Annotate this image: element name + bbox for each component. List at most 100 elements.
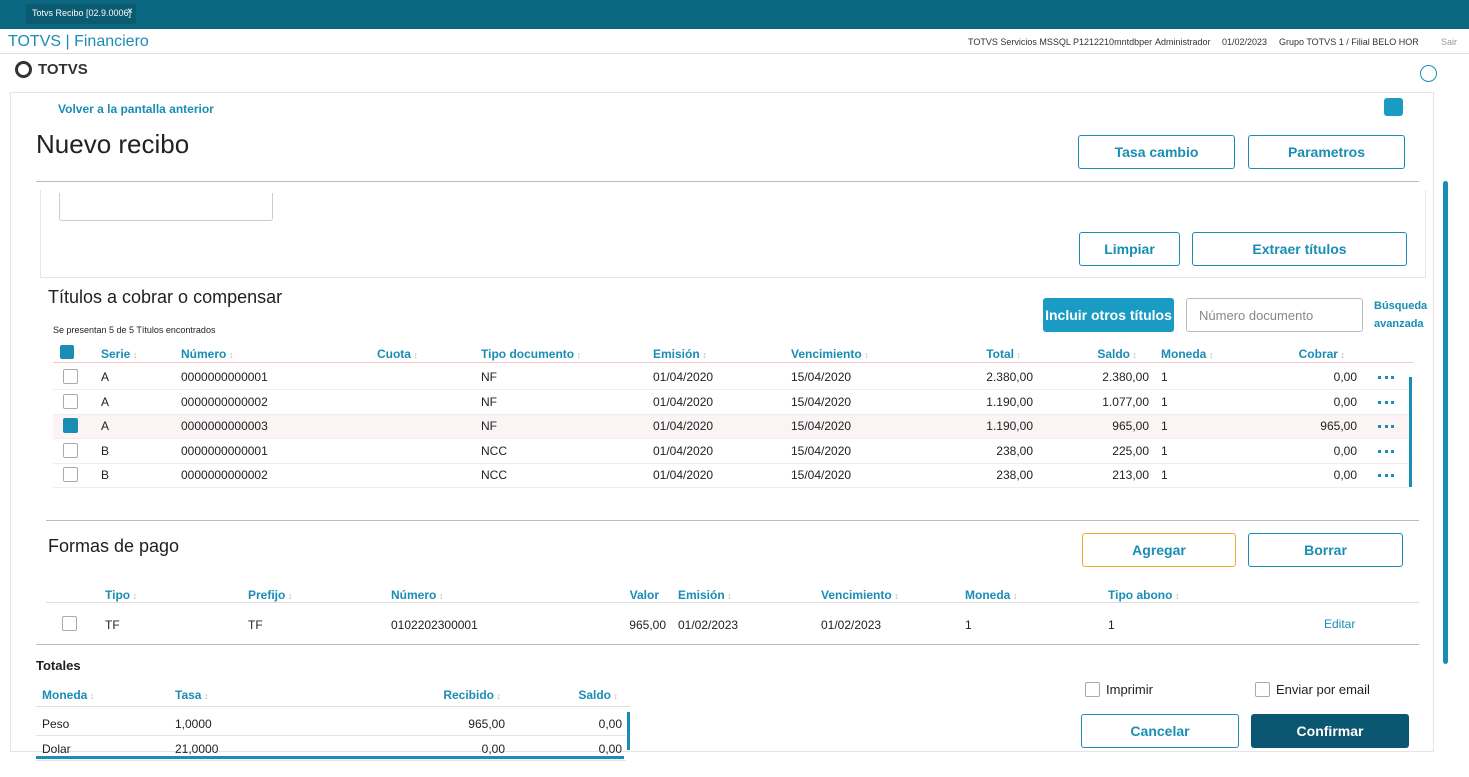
cell: 965,00: [468, 717, 505, 731]
tab-title: Totvs Recibo [02.9.0006]: [32, 8, 132, 18]
confirm-button[interactable]: Confirmar: [1251, 714, 1409, 748]
advanced-search[interactable]: avanzada: [1374, 318, 1424, 330]
column-header[interactable]: Moneda: [965, 588, 1017, 602]
action-button[interactable]: Tasa cambio: [1078, 135, 1235, 169]
cell: 2.380,00: [986, 370, 1033, 384]
column-header[interactable]: Serie: [101, 347, 137, 361]
cell: Dolar: [42, 742, 71, 756]
advanced-search[interactable]: Búsqueda: [1374, 300, 1428, 312]
column-header[interactable]: Emisión: [653, 347, 707, 361]
column-header[interactable]: Moneda: [1161, 347, 1213, 361]
column-header[interactable]: Tipo: [105, 588, 137, 602]
cell: NCC: [481, 443, 507, 458]
app-title: TOTVS | Financiero: [8, 33, 149, 50]
option-label[interactable]: Enviar por email: [1276, 682, 1370, 697]
user-icon[interactable]: [1420, 65, 1437, 82]
row-menu[interactable]: [1378, 365, 1394, 379]
column-header[interactable]: Número: [391, 588, 443, 602]
cell: 15/04/2020: [791, 370, 852, 384]
logo: TOTVS: [38, 61, 88, 78]
result-count: Se presentan 5 de 5 Títulos encontrados: [53, 325, 216, 335]
row: [53, 366, 1409, 390]
row-checkbox[interactable]: [63, 467, 78, 482]
cell: 965,00: [629, 618, 666, 632]
cell: 0,00: [598, 742, 622, 756]
cell: 0,00: [1333, 370, 1357, 384]
divider: [36, 644, 1419, 645]
section-title: Títulos a cobrar o compensar: [48, 287, 283, 307]
cell: 15/04/2020: [791, 394, 852, 409]
row: [53, 391, 1409, 415]
header-line: [36, 706, 630, 707]
column-header[interactable]: Cuota: [377, 347, 418, 361]
column-header[interactable]: Valor: [629, 588, 659, 602]
add-button[interactable]: Agregar: [1082, 533, 1236, 567]
delete-button[interactable]: Borrar: [1248, 533, 1403, 567]
tab-close[interactable]: ×: [127, 6, 133, 17]
cancel-button[interactable]: Cancelar: [1081, 714, 1239, 748]
column-header[interactable]: Tipo documento: [481, 347, 581, 361]
app-info: Grupo TOTVS 1 / Filial BELO HOR: [1279, 37, 1419, 47]
app-info: TOTVS Servicios MSSQL P1212210mntdbper: [968, 37, 1153, 47]
column-header[interactable]: Vencimiento: [821, 588, 899, 602]
row-menu[interactable]: [1378, 439, 1394, 453]
cell: 0,00: [1333, 443, 1357, 458]
row-checkbox[interactable]: [63, 369, 78, 384]
cell: 01/02/2023: [678, 618, 739, 632]
row-checkbox[interactable]: [63, 442, 78, 458]
cell: 0,00: [481, 742, 505, 756]
cell: 0102202300001: [391, 618, 478, 632]
app-bar: [0, 29, 1469, 54]
option-checkbox[interactable]: [1255, 682, 1270, 697]
row-checkbox[interactable]: [62, 616, 77, 631]
column-header[interactable]: Saldo: [1097, 347, 1137, 361]
row-menu[interactable]: [1378, 463, 1394, 477]
cell: 01/02/2023: [821, 618, 882, 632]
column-header[interactable]: Moneda: [42, 688, 94, 702]
row-menu[interactable]: [1378, 390, 1394, 404]
option-label[interactable]: Imprimir: [1106, 682, 1153, 697]
search-input[interactable]: Número documento: [1186, 298, 1363, 332]
column-header[interactable]: Recibido: [443, 688, 501, 702]
cell: 21,0000: [175, 742, 219, 756]
action-button[interactable]: Parametros: [1248, 135, 1405, 169]
cell: 15/04/2020: [791, 443, 852, 458]
header-checkbox[interactable]: [60, 345, 74, 359]
edit-link[interactable]: Editar: [1324, 617, 1356, 631]
column-header[interactable]: Vencimiento: [791, 347, 869, 361]
column-header[interactable]: Número: [181, 347, 233, 361]
row: [53, 440, 1409, 464]
include-button[interactable]: Incluir otros títulos: [1043, 298, 1174, 332]
cell: A: [101, 370, 110, 384]
cell: A: [101, 419, 110, 433]
menu-icon[interactable]: [1384, 98, 1403, 116]
column-header[interactable]: Total: [986, 347, 1021, 361]
page-title: Nuevo recibo: [36, 129, 190, 159]
scrollbar: [1443, 181, 1448, 664]
cell: TF: [105, 618, 120, 632]
row-checkbox[interactable]: [63, 418, 78, 433]
column-header[interactable]: Prefijo: [248, 588, 292, 602]
cell: 1: [1161, 443, 1168, 458]
cell: 0000000000002: [181, 394, 268, 409]
column-header[interactable]: Tipo abono: [1108, 588, 1179, 602]
cell: 1: [1161, 394, 1168, 409]
exit[interactable]: Sair: [1441, 37, 1458, 47]
filter-button[interactable]: Extraer títulos: [1192, 232, 1407, 266]
cell: 238,00: [996, 443, 1033, 458]
column-header[interactable]: Emisión: [678, 588, 732, 602]
row-checkbox[interactable]: [63, 393, 78, 409]
column-header[interactable]: Tasa: [175, 688, 208, 702]
column-header[interactable]: Cobrar: [1299, 347, 1345, 361]
cell: 1: [1161, 419, 1168, 433]
column-header[interactable]: Saldo: [578, 688, 618, 702]
cell: 01/04/2020: [653, 468, 714, 482]
cell: 01/04/2020: [653, 443, 714, 458]
cell: 1.190,00: [986, 419, 1033, 433]
app-info: 01/02/2023: [1222, 37, 1268, 47]
filter-button[interactable]: Limpiar: [1079, 232, 1180, 266]
back-link[interactable]: Volver a la pantalla anterior: [58, 102, 214, 116]
option-checkbox[interactable]: [1085, 682, 1100, 697]
row-menu[interactable]: [1378, 414, 1394, 428]
